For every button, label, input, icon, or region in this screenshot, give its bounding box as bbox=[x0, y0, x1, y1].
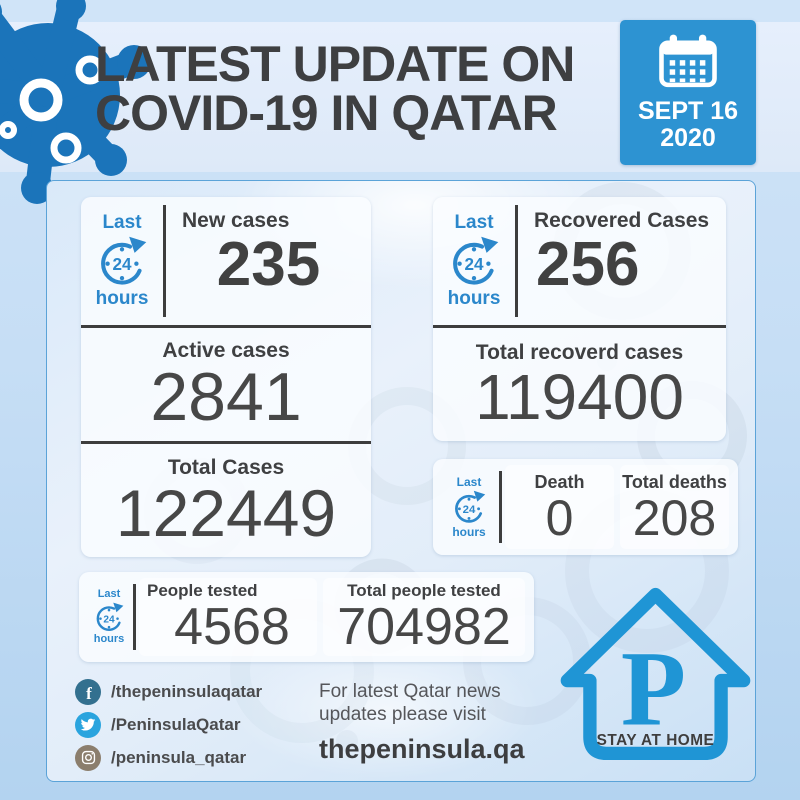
stay-home-text: STAY AT HOME bbox=[597, 732, 715, 749]
page-title: LATEST UPDATE ON COVID-19 IN QATAR bbox=[95, 36, 575, 141]
divider bbox=[81, 325, 371, 328]
deaths-value: 0 bbox=[545, 489, 574, 546]
svg-text:24: 24 bbox=[103, 614, 115, 625]
stats-panel: Last 24 hours New cases 235 bbox=[46, 180, 756, 782]
new-cases-section: Last 24 hours New cases 235 bbox=[81, 197, 371, 325]
instagram-row: /peninsula_qatar bbox=[75, 744, 262, 771]
people-tested-label: People tested bbox=[147, 581, 258, 600]
instagram-handle: /peninsula_qatar bbox=[111, 747, 247, 767]
stay-at-home-logo: P STAY AT HOME bbox=[553, 585, 758, 775]
total-tested-section: Total people tested 704982 bbox=[323, 578, 525, 656]
title-line-2: COVID-19 IN QATAR bbox=[95, 85, 558, 141]
total-cases-value: 122449 bbox=[115, 475, 337, 550]
visit-line-1: For latest Qatar news bbox=[319, 681, 501, 702]
clock-24-icon: 24 bbox=[96, 602, 124, 631]
divider bbox=[163, 205, 166, 317]
deaths-section: Death 0 bbox=[505, 465, 614, 549]
svg-text:24: 24 bbox=[463, 504, 476, 516]
divider bbox=[499, 471, 502, 543]
last-label: Last bbox=[454, 212, 494, 233]
date-label: SEPT 16 2020 bbox=[638, 98, 738, 152]
hours-label: hours bbox=[452, 525, 486, 539]
svg-text:f: f bbox=[86, 684, 92, 703]
last-label: Last bbox=[97, 588, 121, 600]
twitter-icon bbox=[75, 711, 101, 738]
active-cases-label: Active cases bbox=[162, 338, 290, 362]
last-label: Last bbox=[102, 212, 142, 233]
hours-label: hours bbox=[447, 288, 501, 309]
calendar-icon bbox=[659, 34, 717, 88]
facebook-handle: /thepeninsulaqatar bbox=[111, 681, 263, 701]
clock-24-icon: 24 bbox=[101, 236, 147, 285]
deaths-card: Last 24 hours Death 0 Total deaths 208 bbox=[433, 459, 738, 555]
divider bbox=[81, 441, 371, 444]
instagram-icon bbox=[75, 744, 101, 771]
total-deaths-section: Total deaths 208 bbox=[620, 465, 729, 549]
website-url: thepeninsula.qa bbox=[319, 734, 525, 764]
virus-icon bbox=[0, 0, 151, 204]
last-24-hours-block: Last 24 hours bbox=[85, 576, 133, 658]
people-tested-section: People tested 4568 bbox=[139, 578, 317, 656]
total-deaths-value: 208 bbox=[632, 489, 717, 546]
divider bbox=[515, 205, 518, 317]
total-recovered-value: 119400 bbox=[475, 360, 684, 433]
total-recovered-label: Total recoverd cases bbox=[475, 340, 684, 364]
new-cases-label: New cases bbox=[182, 209, 290, 232]
total-tested-label: Total people tested bbox=[347, 581, 501, 600]
last-24-hours-block: Last 24 hours bbox=[433, 197, 515, 325]
facebook-row: f /thepeninsulaqatar bbox=[75, 678, 262, 705]
logo-letter-p: P bbox=[621, 631, 686, 749]
svg-text:24: 24 bbox=[112, 255, 132, 274]
tested-card: Last 24 hours People tested 4568 Total p… bbox=[79, 572, 534, 662]
twitter-handle: /PeninsulaQatar bbox=[111, 714, 241, 734]
social-links: f /thepeninsulaqatar /PeninsulaQatar bbox=[75, 678, 262, 771]
recovered-cases-label: Recovered Cases bbox=[534, 209, 710, 232]
active-cases-section: Active cases 2841 bbox=[81, 328, 371, 441]
visit-line-2: updates please visit bbox=[319, 704, 486, 725]
visit-block: For latest Qatar news updates please vis… bbox=[319, 680, 525, 764]
date-line-1: SEPT 16 bbox=[637, 97, 739, 125]
total-cases-section: Total Cases 122449 bbox=[81, 444, 371, 557]
divider bbox=[133, 584, 136, 650]
last-label: Last bbox=[456, 475, 482, 489]
new-cases-value: 235 bbox=[216, 230, 321, 299]
recovered-cases-value: 256 bbox=[536, 230, 640, 299]
svg-text:24: 24 bbox=[464, 255, 484, 274]
recovered-card: Last 24 hours Recovered Cases 256 bbox=[433, 197, 726, 441]
active-cases-value: 2841 bbox=[150, 358, 302, 435]
hours-label: hours bbox=[95, 288, 149, 309]
divider bbox=[433, 325, 726, 328]
total-recovered-section: Total recoverd cases 119400 bbox=[433, 328, 726, 441]
total-deaths-label: Total deaths bbox=[622, 471, 727, 492]
people-tested-value: 4568 bbox=[174, 598, 290, 656]
date-line-2: 2020 bbox=[660, 124, 716, 152]
last-24-hours-block: Last 24 hours bbox=[439, 463, 499, 551]
date-box: SEPT 16 2020 bbox=[620, 20, 756, 165]
cases-card: Last 24 hours New cases 235 bbox=[81, 197, 371, 557]
total-tested-value: 704982 bbox=[337, 598, 511, 656]
recovered-section: Last 24 hours Recovered Cases 256 bbox=[433, 197, 726, 325]
clock-24-icon: 24 bbox=[455, 490, 486, 523]
total-cases-label: Total Cases bbox=[167, 455, 285, 479]
stay-home-house-icon: P STAY AT HOME bbox=[560, 587, 751, 761]
hours-label: hours bbox=[93, 633, 125, 645]
clock-24-icon: 24 bbox=[453, 236, 499, 285]
deaths-label: Death bbox=[534, 471, 585, 492]
twitter-row: /PeninsulaQatar bbox=[75, 711, 262, 738]
last-24-hours-block: Last 24 hours bbox=[81, 197, 163, 325]
facebook-icon: f bbox=[75, 678, 101, 705]
title-line-1: LATEST UPDATE ON bbox=[95, 36, 575, 92]
